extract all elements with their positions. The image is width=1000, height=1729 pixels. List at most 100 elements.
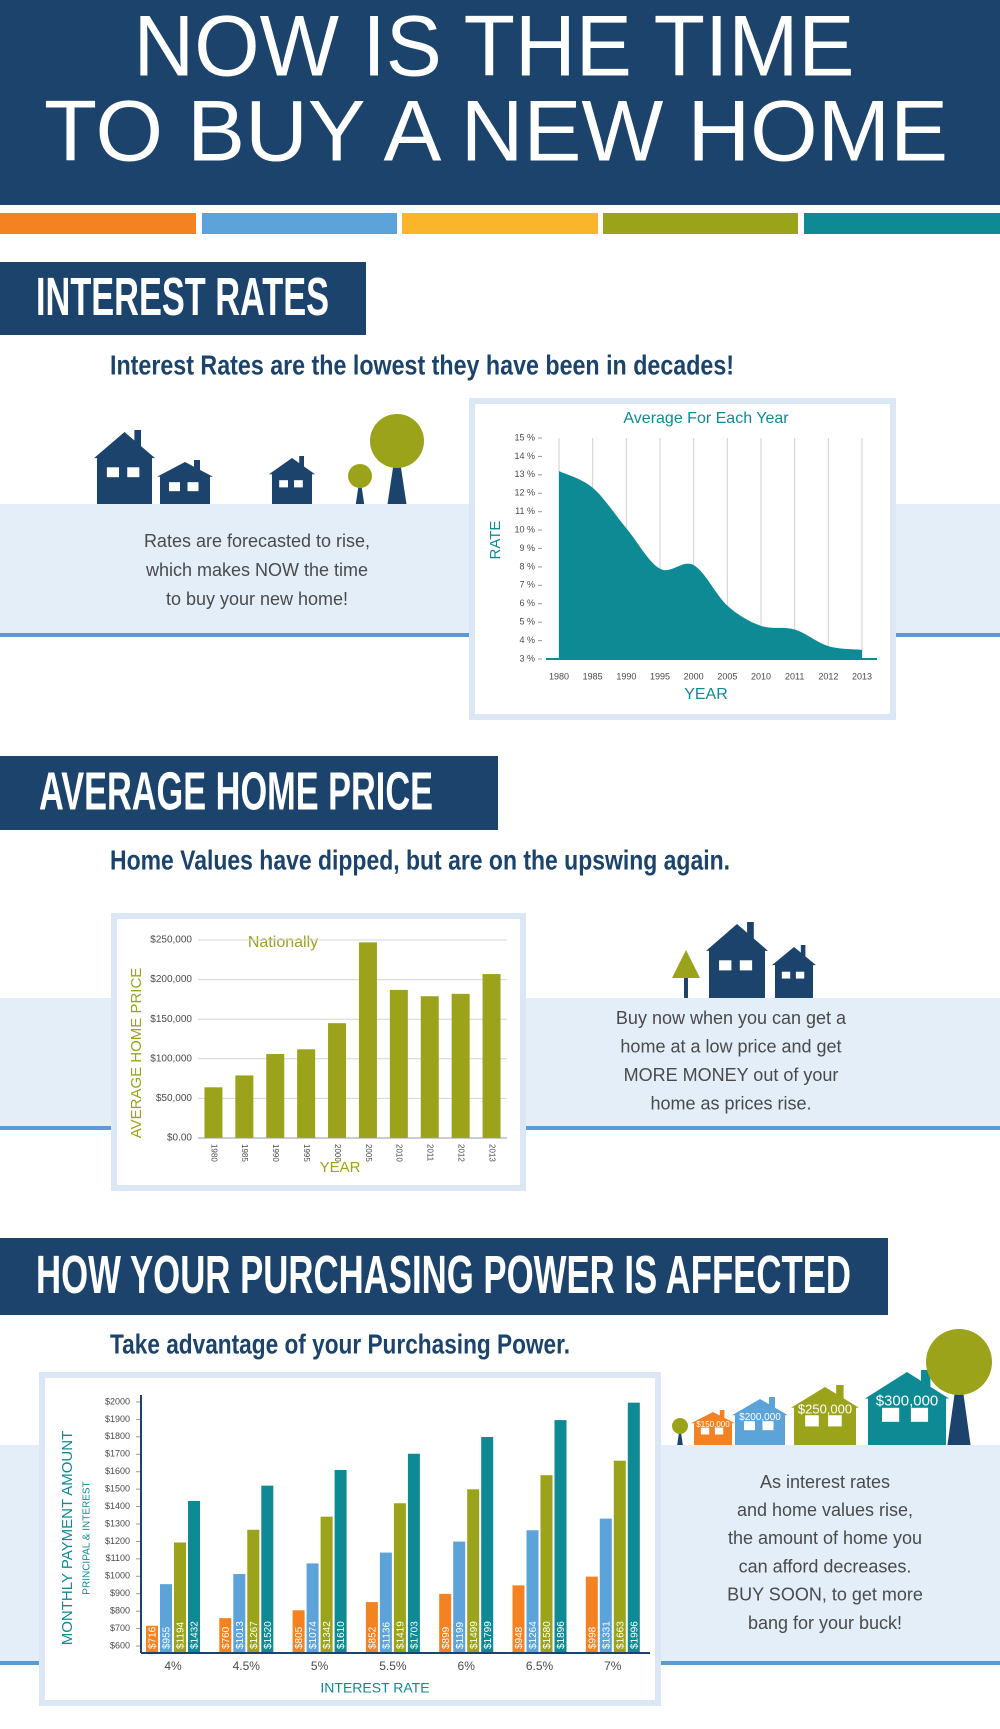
value-label: $1419	[396, 1621, 407, 1649]
tree-crown	[672, 1418, 688, 1434]
value-label: $716	[148, 1626, 159, 1649]
legend-label: $300,000	[876, 1392, 939, 1409]
y-axis-label: RATE	[487, 521, 504, 560]
bar	[247, 1529, 260, 1653]
bar	[235, 1075, 254, 1138]
heading-box	[0, 756, 498, 830]
section-note: the amount of home you	[728, 1528, 922, 1548]
y-tick-label: 15 %	[514, 432, 535, 442]
chart-title: Average For Each Year	[623, 410, 789, 427]
bar	[613, 1460, 626, 1653]
heading-box	[0, 262, 366, 335]
tree-crown	[672, 950, 700, 978]
y-tick-label: $1900	[105, 1414, 130, 1424]
value-label: $1331	[601, 1621, 612, 1649]
color-strip	[804, 213, 1000, 234]
y-tick-label: 6 %	[519, 598, 535, 608]
value-label: $1520	[263, 1621, 274, 1649]
house-body	[868, 1397, 946, 1445]
heading-box	[0, 1238, 888, 1315]
house-window	[714, 1427, 724, 1435]
y-tick-label: 3 %	[519, 653, 535, 663]
tree-crown	[926, 1329, 992, 1395]
bar	[379, 1552, 392, 1653]
section-subheading: Take advantage of your Purchasing Power.	[110, 1328, 570, 1359]
section-heading: INTEREST RATES	[36, 267, 329, 327]
value-label: $805	[294, 1626, 305, 1649]
value-label: $1264	[528, 1621, 539, 1649]
house-roof	[269, 458, 315, 475]
bar	[188, 1500, 200, 1653]
house-window	[882, 1407, 900, 1422]
bar	[393, 1503, 406, 1653]
y-tick-label: $250,000	[150, 935, 192, 946]
tree-trunk	[355, 476, 365, 504]
x-tick-label: 1990	[271, 1144, 280, 1162]
house-window	[828, 1415, 842, 1427]
x-tick-label: 2013	[487, 1144, 496, 1162]
y-tick-label: 8 %	[519, 561, 535, 571]
bar	[512, 1585, 525, 1653]
house-body	[97, 457, 152, 504]
y-tick-label: $1300	[105, 1518, 130, 1528]
section-note: home at a low price and get	[620, 1036, 841, 1056]
section-note: As interest rates	[760, 1472, 890, 1492]
value-label: $1342	[322, 1621, 333, 1649]
bar	[554, 1420, 567, 1653]
color-strip	[603, 213, 798, 234]
tree-trunk	[677, 1426, 683, 1445]
title-line: NOW IS THE TIME	[134, 0, 855, 95]
house-chimney	[719, 1410, 725, 1424]
house-roof	[691, 1412, 735, 1424]
bar	[146, 1625, 158, 1653]
house-body	[735, 1414, 785, 1445]
y-tick-label: $1600	[105, 1466, 130, 1476]
bar	[233, 1574, 246, 1653]
bar	[453, 1541, 466, 1653]
y-tick-label: $50,000	[156, 1093, 193, 1104]
y-axis-label: MONTHLY PAYMENT AMOUNT	[59, 1431, 76, 1645]
house-window	[279, 480, 288, 488]
y-tick-label: 11 %	[515, 506, 535, 516]
legend-label: $250,000	[798, 1402, 852, 1417]
x-tick-label: 1980	[549, 671, 569, 681]
x-tick-label: 1985	[583, 671, 603, 681]
tree-trunk	[387, 441, 407, 504]
bar	[292, 1610, 305, 1653]
house-window	[781, 971, 791, 979]
x-tick-label: 1995	[302, 1144, 311, 1162]
value-label: $1996	[629, 1621, 640, 1649]
house-window	[739, 960, 753, 971]
bar	[389, 989, 408, 1138]
bar	[160, 1584, 172, 1653]
x-tick-label: 4.5%	[233, 1659, 261, 1673]
x-tick-label: 2012	[457, 1144, 466, 1162]
value-label: $1703	[410, 1621, 421, 1649]
y-tick-label: $100,000	[150, 1053, 192, 1064]
value-label: $998	[587, 1626, 598, 1649]
chart-title: Nationally	[248, 934, 318, 951]
house-window	[744, 1421, 755, 1431]
tree-crown	[370, 414, 424, 468]
section-note: to buy your new home!	[166, 589, 348, 609]
bar	[365, 1602, 378, 1653]
house-roof	[772, 947, 816, 966]
x-tick-label: 4%	[164, 1659, 182, 1673]
bar	[467, 1489, 480, 1653]
bar	[297, 1049, 316, 1138]
y-tick-label: $1400	[105, 1501, 130, 1511]
house-window	[106, 467, 119, 478]
x-tick-label: 2005	[717, 671, 737, 681]
y-tick-label: $1000	[105, 1571, 130, 1581]
x-tick-label: 5.5%	[379, 1659, 407, 1673]
y-tick-label: 9 %	[519, 543, 535, 553]
y-tick-label: 12 %	[514, 488, 535, 498]
bar	[585, 1576, 598, 1653]
bar	[261, 1485, 274, 1653]
y-tick-label: 4 %	[519, 635, 535, 645]
section-note: and home values rise,	[737, 1500, 913, 1520]
value-label: $1896	[556, 1621, 567, 1649]
bar	[266, 1054, 285, 1138]
house-roof	[706, 924, 768, 951]
house-window	[795, 971, 805, 979]
